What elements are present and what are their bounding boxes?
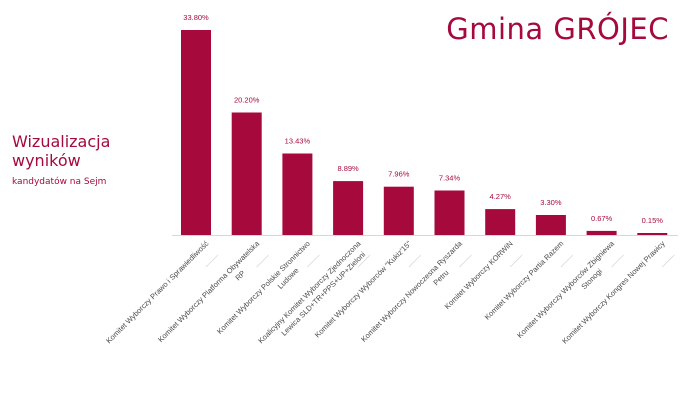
- bar-10: [637, 233, 668, 235]
- category-guide-5: [408, 254, 422, 268]
- category-guide-8: [560, 254, 574, 268]
- data-label-9: 0.67%: [591, 214, 613, 223]
- data-label-7: 4.27%: [490, 192, 512, 201]
- category-guide-7: [509, 254, 523, 268]
- category-guide-1: [205, 254, 219, 268]
- description-line-1: Wizualizacja: [12, 132, 111, 151]
- bar-4: [333, 181, 364, 235]
- category-label-9-line-1: Komitet Wyborczy Wyborców Zbigniewa: [515, 238, 616, 339]
- bar-3: [282, 153, 313, 235]
- bar-7: [485, 209, 516, 235]
- category-label-1-line-1: Komitet Wyborczy Prawo i Sprawiedliwość: [104, 239, 210, 345]
- category-guide-6: [459, 254, 472, 268]
- data-label-4: 8.89%: [337, 164, 359, 173]
- category-label-1: Komitet Wyborczy Prawo i Sprawiedliwość: [104, 239, 210, 345]
- category-label-6-line-1: Komitet Wyborczy Nowoczesna Ryszarda: [359, 238, 464, 343]
- category-labels-layer: Komitet Wyborczy Prawo i SprawiedliwośćK…: [104, 238, 675, 346]
- data-label-5: 7.96%: [388, 170, 410, 179]
- bar-6: [434, 190, 465, 235]
- category-label-2-line-1: Komitet Wyborczy Platforma Obywatelska: [156, 238, 262, 344]
- data-label-8: 3.30%: [540, 198, 562, 207]
- chart-description-caption: kandydatów na Sejm: [12, 177, 107, 187]
- bar-8: [535, 215, 566, 235]
- category-label-10-line-1: Komitet Wyborczy Kongres Nowej Prawicy: [560, 239, 667, 346]
- data-label-2: 20.20%: [234, 96, 260, 105]
- bar-5: [383, 186, 414, 235]
- bar-1: [181, 30, 211, 235]
- bars-layer: [181, 30, 668, 235]
- data-label-6: 7.34%: [439, 174, 461, 183]
- data-label-1: 33.80%: [183, 13, 209, 22]
- description-line-2: wyników: [12, 151, 81, 170]
- data-label-3: 13.43%: [285, 137, 311, 146]
- category-guide-9: [611, 254, 624, 268]
- category-guide-4: [357, 254, 371, 268]
- category-guide-3: [307, 254, 320, 268]
- category-guide-10: [662, 254, 675, 268]
- chart-description-title: Wizualizacja wyników: [12, 132, 152, 170]
- bar-2: [231, 112, 262, 235]
- data-labels-layer: 33.80% 20.20% 13.43% 8.89% 7.96% 7.34% 4.27% 3.…: [183, 13, 663, 225]
- category-label-10: Komitet Wyborczy Kongres Nowej Prawicy: [560, 239, 667, 346]
- data-label-10: 0.15%: [642, 216, 664, 225]
- category-label-4-line-1: Koalicyjny Komitet Wyborczy Zjednoczona: [256, 238, 363, 345]
- category-guide-2: [256, 254, 269, 268]
- bar-9: [586, 230, 617, 235]
- page-title: Gmina GRÓJEC: [446, 12, 669, 46]
